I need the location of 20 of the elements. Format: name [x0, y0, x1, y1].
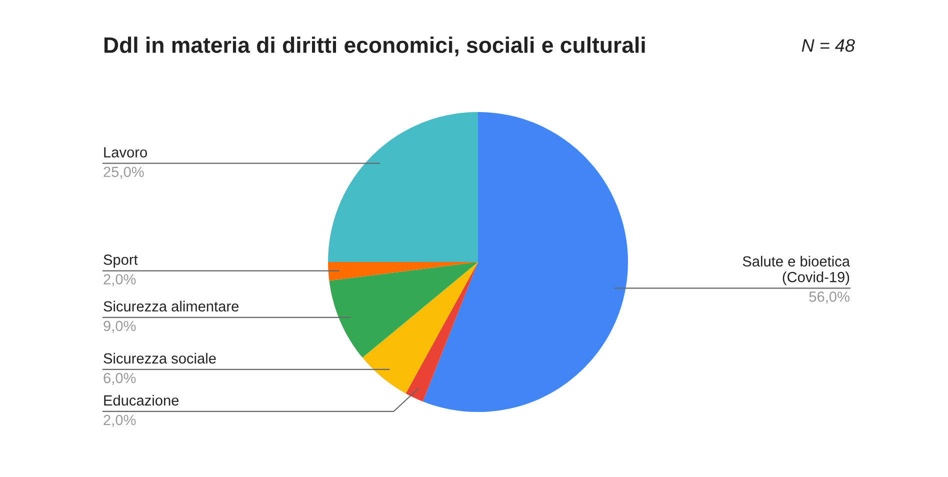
pie-slice: [328, 112, 478, 262]
pie-slice: [406, 262, 478, 402]
data-label: 2,0%: [104, 274, 136, 286]
chart-subtitle: N = 48: [802, 39, 855, 52]
data-label: 2,0%: [104, 414, 136, 427]
data-label: 56,0%: [809, 292, 850, 304]
slice-label: Educazione: [104, 394, 179, 406]
data-label: 9,0%: [104, 320, 136, 333]
pie-slice: [362, 262, 478, 394]
data-label: 6,0%: [104, 372, 136, 385]
slice-label: Salute e bioetica (Covid-19): [742, 256, 850, 286]
slice-label: Sicurezza alimentare: [104, 300, 239, 312]
slice-label: Sicurezza sociale: [104, 352, 216, 364]
data-label: 25,0%: [104, 166, 144, 179]
slice-label: Sport: [104, 254, 138, 268]
pie-slice: [329, 262, 478, 358]
pie-slice: [328, 262, 478, 281]
pie-slice: [422, 112, 628, 412]
chart-title: Ddl in materia di diritti economici, sociali e culturali: [104, 36, 645, 56]
slice-label: Lavoro: [104, 147, 147, 158]
